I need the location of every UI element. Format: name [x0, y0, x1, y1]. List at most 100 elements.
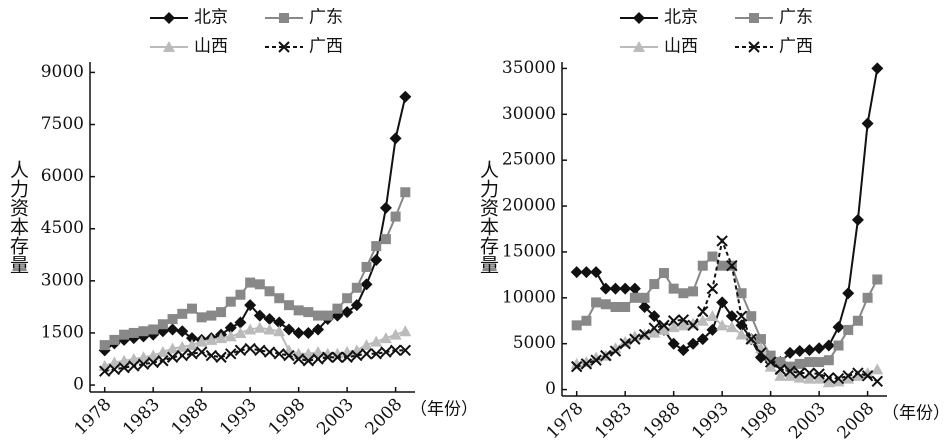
data-point [254, 279, 265, 290]
data-point [157, 319, 168, 330]
data-point [832, 372, 845, 385]
legend-label: 山西 [194, 37, 228, 57]
data-point [350, 299, 363, 312]
data-point [331, 347, 344, 359]
x-tick-label: 1983 [119, 395, 164, 440]
data-point [166, 342, 179, 354]
data-point [138, 326, 149, 337]
data-point [370, 348, 382, 360]
data-point [570, 360, 583, 373]
data-point [649, 279, 660, 290]
data-point [380, 234, 391, 245]
y-tick-label: 0 [73, 375, 84, 395]
data-point [176, 340, 189, 352]
data-point [696, 333, 709, 346]
data-point [687, 317, 700, 329]
data-point [176, 325, 189, 338]
data-point [282, 323, 295, 336]
legend-label: 广西 [309, 37, 343, 57]
series-line [104, 96, 407, 352]
data-point [273, 316, 286, 329]
data-point [813, 372, 826, 384]
data-point [360, 348, 373, 360]
data-point [581, 315, 592, 326]
y-axis-label: 人力资本存量 [7, 160, 29, 274]
legend-marker [749, 13, 759, 23]
legend-marker [163, 41, 175, 52]
data-point [852, 367, 864, 379]
data-point [716, 296, 729, 309]
y-tick-label: 9000 [41, 62, 84, 82]
data-point [688, 286, 699, 297]
data-point [274, 293, 285, 304]
x-tick-label: 1993 [216, 395, 261, 440]
x-tick-label: 1978 [71, 395, 116, 440]
data-point [302, 347, 315, 359]
data-point [244, 323, 257, 335]
data-point [195, 335, 208, 347]
y-tick-label: 0 [545, 379, 556, 399]
data-point [658, 268, 669, 279]
data-point [822, 339, 835, 352]
data-point [785, 361, 796, 372]
data-point [361, 261, 372, 272]
data-point [399, 90, 412, 103]
legend-marker [633, 12, 645, 24]
data-point [765, 350, 776, 361]
data-point [667, 337, 680, 350]
series-line [104, 191, 407, 346]
data-point [590, 354, 602, 366]
data-point [342, 293, 353, 304]
data-point [98, 365, 111, 377]
data-point [725, 310, 738, 323]
legend-marker [633, 41, 645, 52]
data-point [379, 332, 392, 344]
data-point [313, 310, 324, 321]
data-point [784, 365, 796, 377]
data-point [784, 369, 797, 381]
x-tick-label: 1998 [737, 399, 782, 443]
data-point [341, 351, 353, 363]
y-tick-label: 3000 [41, 270, 84, 290]
data-point [263, 323, 276, 335]
data-point [389, 328, 402, 340]
x-tick-label: 2003 [785, 399, 830, 443]
data-point [195, 346, 208, 358]
data-point [678, 288, 689, 299]
data-point [263, 313, 276, 326]
data-point [813, 368, 825, 380]
legend-label: 广西 [779, 37, 813, 57]
data-point [696, 314, 709, 326]
data-point [312, 346, 325, 358]
data-point [706, 310, 719, 322]
data-point [205, 349, 218, 362]
data-point [657, 323, 670, 335]
data-point [851, 369, 864, 381]
y-tick-label: 25000 [502, 150, 556, 170]
data-point [823, 371, 835, 384]
data-point [128, 327, 139, 338]
data-point [303, 307, 314, 318]
data-point [668, 283, 679, 294]
data-point [282, 344, 295, 356]
data-point [639, 292, 650, 303]
data-point [390, 211, 401, 222]
data-point [571, 320, 582, 331]
x-tick-label: 1988 [168, 395, 213, 440]
data-point [726, 259, 738, 272]
data-point [610, 301, 621, 312]
data-point [638, 300, 651, 313]
y-tick-label: 35000 [502, 58, 556, 78]
data-point [283, 300, 294, 311]
data-point [823, 355, 834, 366]
data-point [127, 353, 140, 364]
data-point [764, 356, 777, 368]
data-point [628, 330, 641, 342]
data-point [99, 340, 110, 351]
data-point [186, 348, 198, 360]
data-point [638, 328, 651, 341]
data-point [677, 344, 690, 357]
data-point [253, 309, 266, 322]
data-point [322, 351, 334, 363]
data-point [292, 353, 305, 365]
